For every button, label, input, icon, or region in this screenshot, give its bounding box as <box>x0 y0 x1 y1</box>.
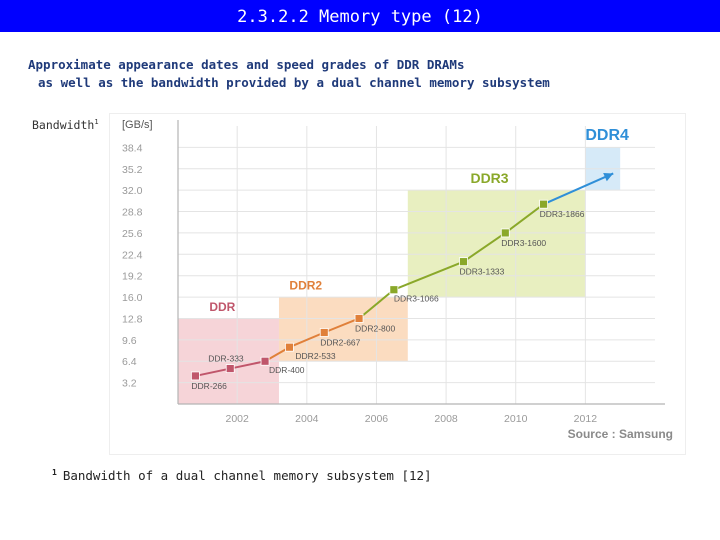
series-line-segment <box>323 317 360 334</box>
y-tick-label: 38.4 <box>122 142 143 154</box>
y-tick-label: 32.0 <box>122 185 143 197</box>
chart-panel: [GB/s] 38.4 35.2 32.0 28.8 25.6 22.4 19.2 16.0 12… <box>110 114 685 454</box>
bandwidth-footnote-mark: 1 <box>94 118 99 127</box>
x-tick-label: 2008 <box>434 413 458 425</box>
x-tick-label: 2006 <box>365 413 389 425</box>
y-tick-label: 16.0 <box>122 292 143 304</box>
series-points <box>191 199 548 381</box>
data-label-ddr3-1333: DDR3-1333 <box>460 267 505 277</box>
series-line-segment <box>393 260 464 291</box>
series-lines <box>195 172 614 377</box>
data-point-ddr2-800 <box>354 314 364 323</box>
data-point-ddr-400 <box>260 356 270 366</box>
generation-label-ddr4: DDR4 <box>585 127 629 144</box>
data-label-ddr3-1600: DDR3-1600 <box>501 238 546 248</box>
series-line-segment <box>230 360 266 370</box>
y-tick-label: 22.4 <box>122 249 143 261</box>
y-tick-label: 12.8 <box>122 313 143 325</box>
y-tick-label: 19.2 <box>122 271 143 283</box>
x-tick-label: 2002 <box>226 413 250 425</box>
subtitle-line-2: as well as the bandwidth provided by a d… <box>38 75 550 90</box>
axes: [GB/s] 38.4 35.2 32.0 28.8 25.6 22.4 19.2 16.0 12… <box>122 119 665 425</box>
data-point-ddr3-1600 <box>500 228 510 238</box>
y-tick-label: 35.2 <box>122 164 143 176</box>
data-point-ddr-266 <box>191 371 200 381</box>
series-line-segment <box>543 172 614 206</box>
y-tick-label: 28.8 <box>122 207 143 219</box>
data-point-ddr2-533 <box>285 342 294 352</box>
data-point-ddr2-667 <box>319 328 329 337</box>
generation-label-ddr3: DDR3 <box>470 170 508 186</box>
data-point-ddr3-1866 <box>539 199 548 209</box>
data-point-ddr-333 <box>225 364 235 373</box>
y-axis-label: [GB/s] <box>122 119 153 131</box>
series-line-segment <box>462 232 506 263</box>
source-label: Source : Samsung <box>568 427 673 441</box>
data-label-ddr2-800: DDR2-800 <box>355 323 395 333</box>
data-label-ddr3-1866: DDR3-1866 <box>540 209 585 219</box>
footnote: 1 Bandwidth of a dual channel memory subs… <box>52 468 432 483</box>
series-line-segment <box>195 367 231 377</box>
data-point-ddr3-1066 <box>389 285 399 295</box>
ddr4-arrow-head <box>603 172 614 182</box>
data-label-ddr-400: DDR-400 <box>269 365 305 375</box>
subtitle-line-1: Approximate appearance dates and speed g… <box>28 57 465 72</box>
y-tick-label: 25.6 <box>122 228 143 240</box>
footnote-text: Bandwidth of a dual channel memory subsy… <box>62 468 432 483</box>
series-line-segment <box>289 331 325 349</box>
band-ddr3 <box>407 190 586 298</box>
data-label-ddr2-667: DDR2-667 <box>320 337 360 347</box>
y-tick-label: 3.2 <box>122 378 137 390</box>
x-tick-label: 2010 <box>504 413 528 425</box>
band-ddr2 <box>278 297 408 362</box>
data-label-ddr3-1066: DDR3-1066 <box>394 294 439 304</box>
generation-label-ddr: DDR <box>209 300 235 314</box>
bandwidth-chart: [GB/s] 38.4 35.2 32.0 28.8 25.6 22.4 19.2 16.0 12… <box>122 119 673 441</box>
x-tick-label: 2004 <box>295 413 319 425</box>
data-label-ddr2-533: DDR2-533 <box>295 351 335 361</box>
grid-lines <box>178 126 655 404</box>
x-tick-label: 2012 <box>574 413 598 425</box>
y-tick-label: 6.4 <box>122 356 137 368</box>
data-point-ddr3-1333 <box>459 257 468 267</box>
bandwidth-label: Bandwidth <box>32 118 95 132</box>
slide-title: 2.3.2.2 Memory type (12) <box>0 0 720 32</box>
footnote-mark: 1 <box>52 468 57 477</box>
slide-subtitle: Approximate appearance dates and speed g… <box>28 56 708 92</box>
series-line-segment <box>358 288 395 320</box>
generation-bands <box>178 147 621 404</box>
point-labels: DDR DDR2 DDR3 DDR4 DDR-266 DDR-333 DDR-400 DDR2… <box>191 127 673 441</box>
y-tick-label: 9.6 <box>122 335 137 347</box>
data-label-ddr-333: DDR-333 <box>208 354 244 364</box>
data-label-ddr-266: DDR-266 <box>191 381 227 391</box>
bandwidth-axis-note: Bandwidth1 <box>32 118 99 132</box>
generation-label-ddr2: DDR2 <box>289 279 322 293</box>
series-line-segment <box>504 203 545 234</box>
